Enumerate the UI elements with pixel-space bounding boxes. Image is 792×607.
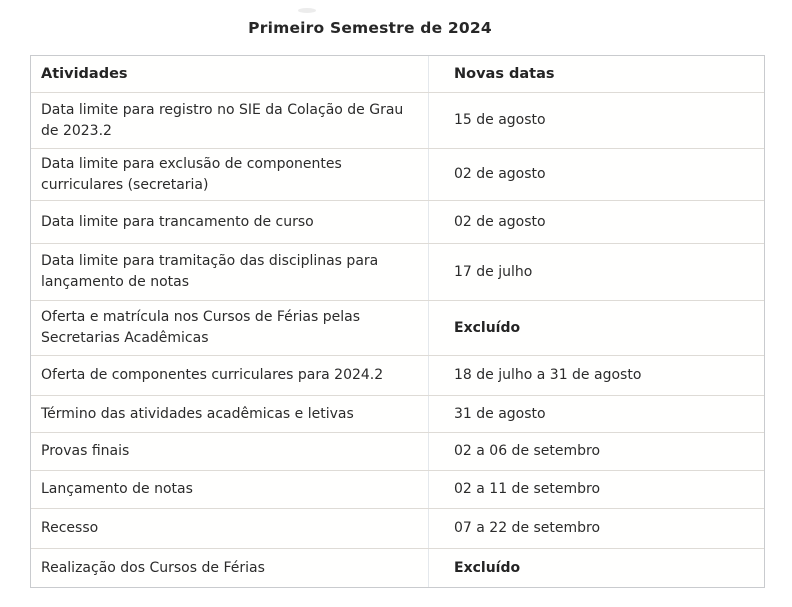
- date-cell: 07 a 22 de setembro: [454, 520, 601, 536]
- activity-cell: Lançamento de notas: [31, 471, 429, 508]
- page-title: Primeiro Semestre de 2024: [248, 19, 492, 37]
- date-cell: 02 a 11 de setembro: [454, 481, 601, 497]
- activity-cell: Data limite para tramitação das discipli…: [31, 244, 429, 300]
- column-header-activities-label: Atividades: [41, 65, 128, 82]
- table-row: Lançamento de notas 02 a 11 de setembro: [31, 470, 764, 508]
- scan-artifact: [298, 8, 316, 13]
- activity-text: Data limite para exclusão de componentes…: [41, 155, 342, 193]
- activity-cell: Data limite para exclusão de componentes…: [31, 149, 429, 200]
- activity-cell: Oferta de componentes curriculares para …: [31, 356, 429, 395]
- activity-text: Oferta e matrícula nos Cursos de Férias …: [41, 309, 361, 346]
- table-row: Oferta de componentes curriculares para …: [31, 355, 764, 395]
- calendar-table: Atividades Novas datas Data limite para …: [30, 55, 765, 588]
- table-row: Recesso 07 a 22 de setembro: [31, 508, 764, 548]
- date-cell: 02 de agosto: [454, 213, 546, 230]
- column-header-dates: Novas datas: [429, 56, 764, 92]
- date-cell: 31 de agosto: [454, 405, 546, 422]
- column-header-dates-label: Novas datas: [454, 65, 555, 82]
- table-row: Término das atividades acadêmicas e leti…: [31, 395, 764, 432]
- date-cell: 18 de julho a 31 de agosto: [454, 367, 642, 383]
- activity-text: Data limite para registro no SIE da Cola…: [41, 101, 404, 139]
- activity-text: Lançamento de notas: [41, 481, 193, 497]
- table-row: Data limite para registro no SIE da Cola…: [31, 92, 764, 148]
- table-header-row: Atividades Novas datas: [31, 56, 764, 92]
- date-cell: Excluído: [454, 319, 521, 336]
- activity-cell: Realização dos Cursos de Férias: [31, 549, 429, 587]
- table-row: Data limite para tramitação das discipli…: [31, 243, 764, 300]
- column-header-activities: Atividades: [31, 56, 429, 92]
- activity-cell: Data limite para trancamento de curso: [31, 201, 429, 243]
- table-row: Data limite para trancamento de curso 02…: [31, 200, 764, 243]
- activity-text: Término das atividades acadêmicas e leti…: [41, 405, 354, 422]
- date-cell: 02 a 06 de setembro: [454, 443, 601, 459]
- table-row: Oferta e matrícula nos Cursos de Férias …: [31, 300, 764, 355]
- activity-cell: Término das atividades acadêmicas e leti…: [31, 396, 429, 432]
- table-row: Provas finais 02 a 06 de setembro: [31, 432, 764, 470]
- activity-cell: Recesso: [31, 509, 429, 548]
- activity-text: Data limite para tramitação das discipli…: [41, 253, 379, 290]
- activity-cell: Oferta e matrícula nos Cursos de Férias …: [31, 301, 429, 355]
- activity-text: Oferta de componentes curriculares para …: [41, 367, 384, 383]
- activity-text: Provas finais: [41, 443, 130, 459]
- table-row: Realização dos Cursos de Férias Excluído: [31, 548, 764, 587]
- date-cell: 15 de agosto: [454, 112, 546, 128]
- date-cell: Excluído: [454, 559, 521, 576]
- activity-text: Realização dos Cursos de Férias: [41, 559, 265, 576]
- date-cell: 17 de julho: [454, 263, 533, 280]
- date-cell: 02 de agosto: [454, 166, 546, 182]
- activity-text: Recesso: [41, 520, 99, 536]
- activity-cell: Provas finais: [31, 433, 429, 470]
- activity-cell: Data limite para registro no SIE da Cola…: [31, 93, 429, 148]
- table-row: Data limite para exclusão de componentes…: [31, 148, 764, 200]
- activity-text: Data limite para trancamento de curso: [41, 213, 314, 230]
